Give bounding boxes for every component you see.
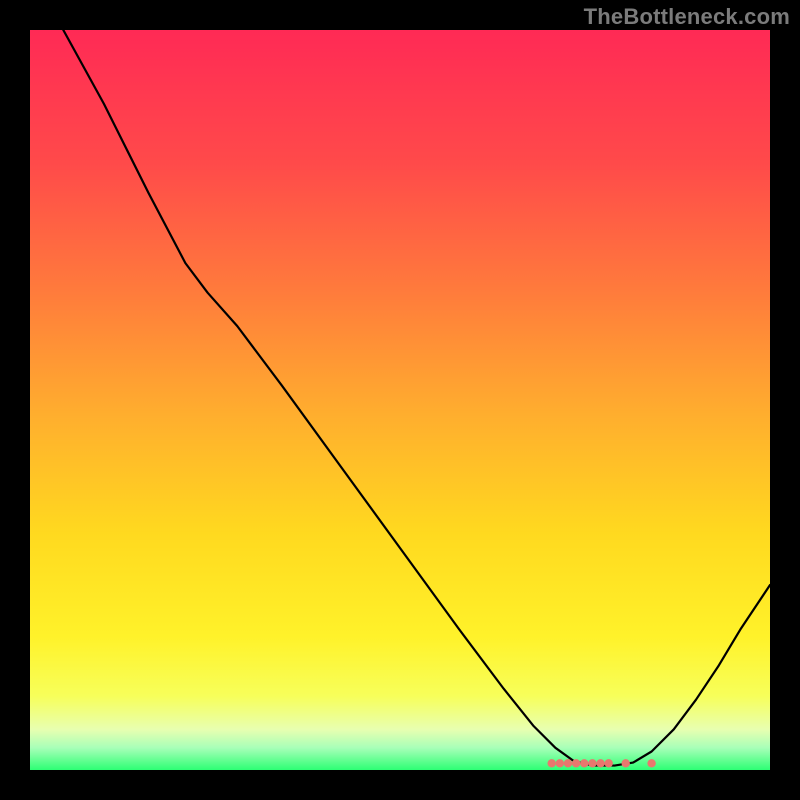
curve-marker: [564, 759, 572, 767]
curve-marker: [596, 759, 604, 767]
curve-marker: [572, 759, 580, 767]
plot-background: [30, 30, 770, 770]
curve-marker: [604, 759, 612, 767]
chart-area: [30, 30, 770, 770]
curve-marker: [647, 759, 655, 767]
watermark-text: TheBottleneck.com: [584, 4, 790, 30]
curve-marker: [556, 759, 564, 767]
curve-marker: [548, 759, 556, 767]
curve-marker: [588, 759, 596, 767]
curve-marker: [580, 759, 588, 767]
curve-marker: [622, 759, 630, 767]
